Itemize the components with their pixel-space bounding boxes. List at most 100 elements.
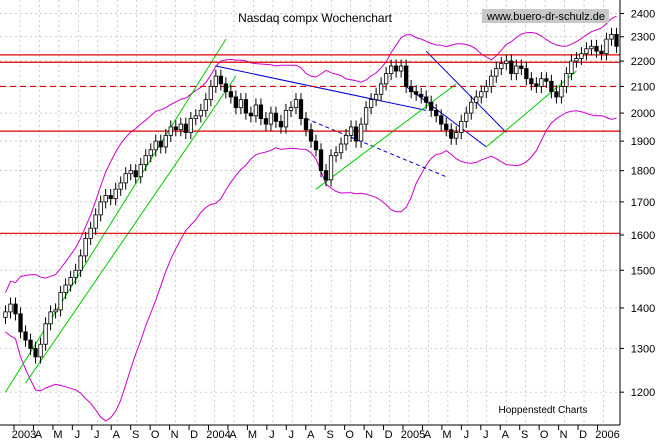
candle-body	[449, 129, 454, 139]
y-tick-label: 1300	[631, 343, 655, 355]
candle-body	[208, 86, 213, 101]
x-tick-label: D	[579, 429, 587, 441]
candle-body	[183, 123, 188, 133]
candle-body	[303, 118, 309, 131]
y-tick-label: 2200	[631, 56, 655, 68]
candle-body	[83, 238, 88, 257]
x-tick-label: J	[75, 429, 81, 441]
x-tick-label: O	[345, 429, 354, 441]
candle-body	[454, 132, 459, 139]
downtrend-line-upper	[215, 65, 427, 111]
candle-body	[398, 65, 404, 72]
candle-body	[268, 112, 274, 125]
y-axis: 1200 1300 1400 1500 1600 1700 1800 1900 2000 2100…	[620, 8, 655, 399]
candle-body	[323, 170, 329, 181]
band-lower	[5, 110, 617, 422]
candle-body	[534, 83, 539, 87]
recovery-channel	[315, 83, 457, 190]
trend-channels	[5, 38, 577, 393]
x-tick-label: D	[190, 429, 198, 441]
chart-title: Nasdaq compx Wochenchart	[238, 11, 393, 25]
bollinger-bands	[5, 15, 617, 422]
candle-body	[93, 214, 98, 229]
x-tick-label: S	[132, 429, 139, 441]
candle-body	[504, 60, 509, 64]
x-tick-label: N	[171, 429, 179, 441]
candle-body	[489, 75, 494, 87]
candle-body	[193, 115, 198, 119]
x-tick-label: A	[113, 429, 121, 441]
candle-body	[524, 68, 529, 80]
candle-body	[514, 65, 519, 74]
x-tick-label: 2006	[595, 429, 619, 441]
candle-body	[479, 91, 484, 98]
x-tick-label: A	[229, 429, 237, 441]
candle-body	[414, 91, 419, 95]
plot-background	[0, 0, 620, 425]
candle-body	[519, 65, 524, 69]
candle-body	[343, 134, 349, 145]
candle-body	[48, 311, 53, 325]
candle-body	[434, 109, 439, 117]
candle-body	[509, 60, 514, 74]
y-tick-label: 1500	[631, 265, 655, 277]
x-tick-label: J	[289, 429, 295, 441]
y-tick-label: 1400	[631, 303, 655, 315]
candle-body	[173, 126, 178, 131]
candle-body	[599, 50, 604, 55]
candle-body	[444, 123, 449, 131]
candle-body	[253, 104, 259, 117]
candle-body	[278, 120, 284, 128]
candle-body	[579, 53, 584, 59]
candle-body	[348, 126, 354, 136]
candle-body	[469, 101, 474, 114]
x-tick-label: M	[53, 429, 62, 441]
candle-body	[494, 68, 499, 77]
candle-body	[103, 195, 108, 203]
candle-body	[148, 149, 153, 157]
y-tick-label: 2400	[631, 8, 655, 20]
candle-body	[243, 99, 249, 114]
candle-body	[53, 309, 58, 313]
candle-body	[158, 140, 163, 148]
candle-body	[288, 107, 294, 111]
candle-body	[8, 303, 13, 313]
candle-body	[258, 104, 264, 119]
candle-body	[108, 195, 113, 200]
watermark: www.buero-dr-schulz.de	[486, 11, 605, 23]
candle-body	[198, 109, 203, 117]
candlesticks	[3, 27, 619, 364]
candle-body	[318, 149, 324, 172]
candle-body	[529, 78, 534, 85]
band-upper	[5, 15, 617, 293]
x-tick-label: M	[442, 429, 451, 441]
candle-body	[143, 155, 148, 166]
y-tick-label: 1800	[631, 166, 655, 178]
candle-body	[464, 112, 469, 122]
candle-body	[3, 311, 8, 318]
candle-body	[78, 255, 83, 271]
candle-body	[28, 339, 33, 349]
candle-body	[38, 343, 43, 358]
candle-body	[378, 83, 384, 95]
candle-body	[293, 99, 299, 109]
downtrend-2005-upper	[425, 50, 507, 133]
x-tick-label: N	[560, 429, 568, 441]
candle-body	[383, 73, 389, 85]
candle-body	[363, 107, 369, 125]
x-tick-label: M	[248, 429, 257, 441]
y-tick-label: 1600	[631, 230, 655, 242]
x-tick-label: N	[365, 429, 373, 441]
candle-body	[153, 140, 158, 151]
candle-body	[333, 152, 339, 157]
candle-body	[228, 91, 234, 98]
x-tick-label: S	[521, 429, 528, 441]
y-tick-label: 1700	[631, 197, 655, 209]
candle-body	[223, 83, 229, 93]
candle-body	[328, 155, 334, 181]
candle-body	[33, 348, 38, 358]
x-tick-label: 2005	[401, 429, 425, 441]
candle-body	[238, 99, 244, 109]
candle-body	[118, 182, 123, 190]
